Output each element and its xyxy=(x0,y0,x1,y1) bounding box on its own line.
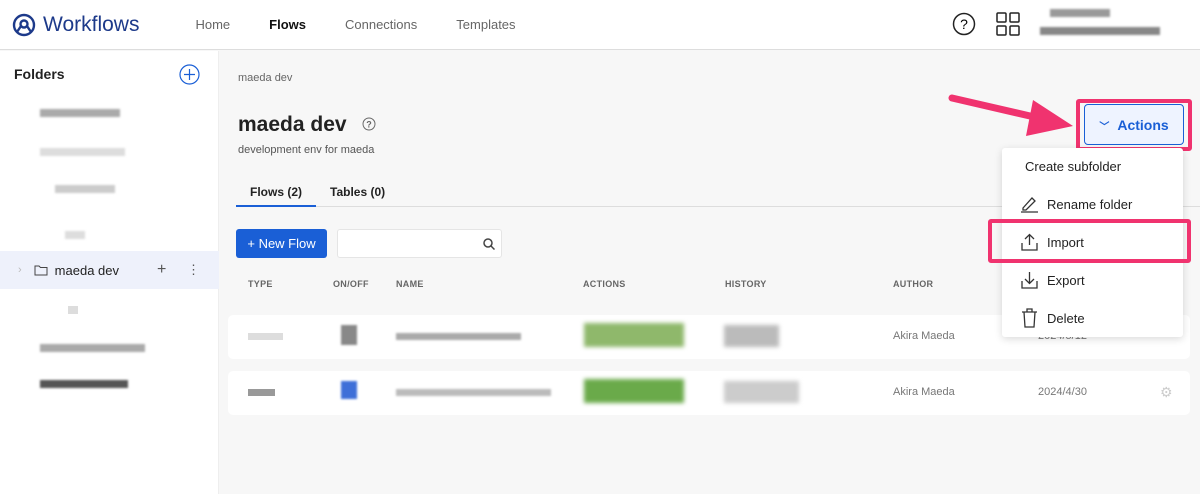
nav-connections[interactable]: Connections xyxy=(345,17,418,32)
folder-item-redacted[interactable] xyxy=(68,306,78,314)
folder-icon xyxy=(34,265,48,276)
add-folder-icon[interactable] xyxy=(179,64,200,85)
menu-create-subfolder[interactable]: Create subfolder xyxy=(1025,158,1122,174)
highlight-box xyxy=(1076,99,1192,151)
svg-text:?: ? xyxy=(367,120,373,130)
nav-home[interactable]: Home xyxy=(195,17,231,32)
menu-rename-folder[interactable]: Rename folder xyxy=(1002,187,1183,221)
tab-tables[interactable]: Tables (0) xyxy=(330,185,386,199)
folder-sidebar: Folders › maeda dev + ⋮ xyxy=(0,51,219,494)
annotation-arrow xyxy=(948,94,1073,136)
folder-item-maeda-dev[interactable]: › maeda dev + ⋮ xyxy=(0,251,219,289)
chevron-right-icon[interactable]: › xyxy=(18,264,22,276)
folder-item-redacted[interactable] xyxy=(40,148,125,156)
col-author: AUTHOR xyxy=(893,279,934,289)
workflows-logo-icon xyxy=(12,13,36,36)
apps-grid-icon[interactable] xyxy=(996,12,1020,36)
actions-button[interactable]: ﹀ Actions xyxy=(1084,104,1184,145)
logo[interactable]: Workflows xyxy=(12,13,139,37)
new-flow-button[interactable]: + New Flow xyxy=(236,229,327,258)
svg-text:?: ? xyxy=(960,16,968,32)
search-input[interactable] xyxy=(337,229,502,258)
more-options-icon[interactable]: ⋮ xyxy=(187,262,200,277)
search-icon xyxy=(483,238,495,250)
author: Akira Maeda xyxy=(893,386,955,398)
app-title: Workflows xyxy=(43,12,140,36)
download-icon xyxy=(1021,272,1038,289)
col-onoff: ON/OFF xyxy=(333,279,369,289)
upload-icon xyxy=(1021,233,1038,251)
folders-heading: Folders xyxy=(14,66,65,82)
col-type: TYPE xyxy=(248,279,273,289)
menu-export[interactable]: Export xyxy=(1002,263,1183,297)
breadcrumb[interactable]: maeda dev xyxy=(238,72,293,84)
col-history: HISTORY xyxy=(725,279,767,289)
top-bar: Workflows Home Flows Connections Templat… xyxy=(0,0,1200,50)
table-row[interactable]: Akira Maeda 2024/4/30 ⚙ xyxy=(228,371,1190,415)
nav-flows[interactable]: Flows xyxy=(269,17,306,32)
actions-menu: Create subfolder Rename folder Import Ex… xyxy=(1002,148,1183,337)
date: 2024/4/30 xyxy=(1038,386,1087,398)
folder-item-redacted[interactable] xyxy=(40,344,145,352)
folder-item-redacted[interactable] xyxy=(55,185,115,193)
tab-flows[interactable]: Flows (2) xyxy=(236,185,317,207)
menu-import[interactable]: Import xyxy=(1002,225,1183,259)
settings-icon[interactable]: ⚙ xyxy=(1160,384,1173,400)
col-name: NAME xyxy=(396,279,424,289)
main-content: maeda dev maeda dev ? development env fo… xyxy=(220,51,1200,494)
tabs: Flows (2) Tables (0) xyxy=(236,185,1200,207)
col-actions: ACTIONS xyxy=(583,279,626,289)
folder-item-redacted[interactable] xyxy=(40,380,128,388)
nav-templates[interactable]: Templates xyxy=(456,17,516,32)
menu-delete[interactable]: Delete xyxy=(1002,301,1183,335)
author: Akira Maeda xyxy=(893,330,955,342)
folder-label: maeda dev xyxy=(54,262,119,278)
add-subfolder-icon[interactable]: + xyxy=(157,261,167,278)
folder-item-redacted[interactable] xyxy=(65,231,85,239)
chevron-down-icon: ﹀ xyxy=(1099,121,1110,133)
trash-icon xyxy=(1022,308,1037,328)
folder-item-redacted[interactable] xyxy=(40,109,120,117)
user-menu[interactable] xyxy=(1040,9,1160,39)
folder-description: development env for maeda xyxy=(238,144,375,156)
help-icon[interactable]: ? xyxy=(362,117,376,131)
pencil-icon xyxy=(1021,197,1038,213)
help-icon[interactable]: ? xyxy=(952,12,976,36)
highlight-box xyxy=(988,219,1191,263)
page-title: maeda dev ? xyxy=(238,113,376,137)
